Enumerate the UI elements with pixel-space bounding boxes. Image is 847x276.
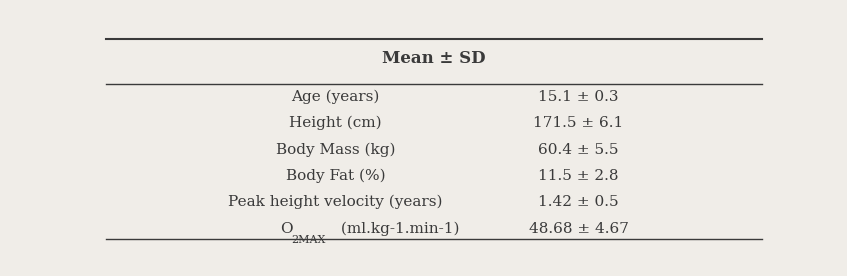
Text: Height (cm): Height (cm) (290, 116, 382, 131)
Text: Body Mass (kg): Body Mass (kg) (276, 142, 396, 157)
Text: (ml.kg-1.min-1): (ml.kg-1.min-1) (335, 221, 459, 236)
Text: 48.68 ± 4.67: 48.68 ± 4.67 (529, 222, 628, 236)
Text: 171.5 ± 6.1: 171.5 ± 6.1 (534, 116, 623, 130)
Text: Mean ± SD: Mean ± SD (382, 50, 486, 67)
Text: Body Fat (%): Body Fat (%) (285, 169, 385, 183)
Text: O: O (280, 222, 292, 236)
Text: 60.4 ± 5.5: 60.4 ± 5.5 (538, 143, 619, 156)
Text: 2MAX: 2MAX (291, 235, 326, 245)
Text: 1.42 ± 0.5: 1.42 ± 0.5 (538, 195, 619, 209)
Text: 11.5 ± 2.8: 11.5 ± 2.8 (538, 169, 619, 183)
Text: Peak height velocity (years): Peak height velocity (years) (229, 195, 443, 209)
Text: 15.1 ± 0.3: 15.1 ± 0.3 (538, 90, 619, 104)
Text: Age (years): Age (years) (291, 90, 379, 104)
